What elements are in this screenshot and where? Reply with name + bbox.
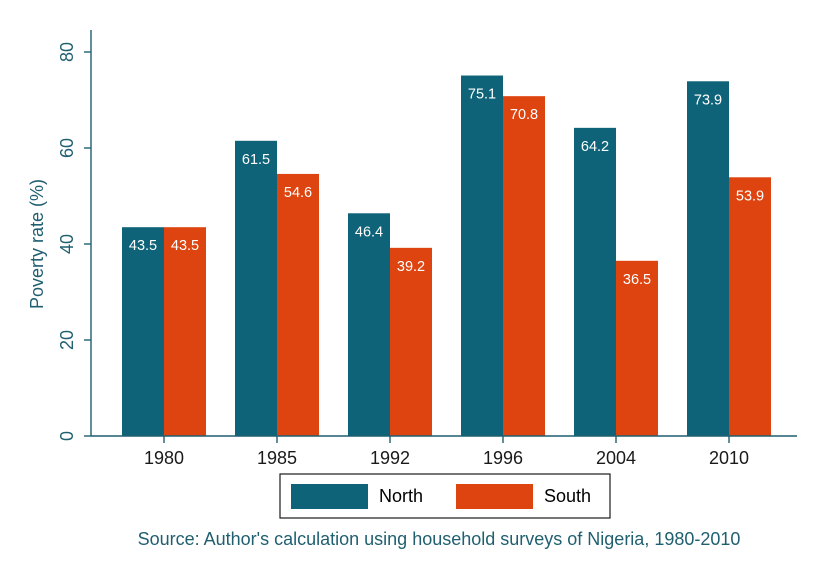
bar-north-1992: [348, 213, 390, 436]
y-tick-label: 20: [57, 330, 77, 350]
bar-north-1996: [461, 75, 503, 437]
x-tick-label: 1996: [483, 448, 523, 468]
x-tick-label: 1980: [144, 448, 184, 468]
bar-north-2004: [574, 127, 616, 436]
bar-south-2010: [729, 177, 771, 436]
bar-north-1980: [122, 227, 164, 436]
x-axis: 1980 1985 1992 1996 2004 2010: [91, 435, 797, 468]
y-axis-title: Poverty rate (%): [27, 179, 47, 309]
data-label-south-2004: 36.5: [623, 272, 651, 288]
legend-swatch-south: [456, 484, 533, 509]
bar-south-1996: [503, 96, 545, 436]
data-label-north-2010: 73.9: [694, 92, 722, 108]
legend: North South: [279, 473, 611, 519]
x-tick-label: 2004: [596, 448, 636, 468]
data-label-south-1992: 39.2: [397, 259, 425, 275]
data-label-north-2004: 64.2: [581, 139, 609, 155]
legend-swatch-north: [291, 484, 368, 509]
y-tick-label: 40: [57, 234, 77, 254]
legend-label-south: South: [544, 486, 591, 506]
bar-south-1985: [277, 173, 319, 437]
bar-north-1985: [235, 140, 277, 437]
plot-area: 43.5 43.5 61.5 54.6 46.4 39.2 75.1 70.8 64.2 36.5…: [122, 75, 771, 437]
data-label-south-1980: 43.5: [171, 238, 199, 254]
y-tick-label: 80: [57, 42, 77, 62]
y-tick-label: 0: [57, 431, 77, 441]
data-label-north-1996: 75.1: [468, 87, 496, 103]
y-axis: 0 20 40 60 80: [57, 30, 92, 441]
bar-north-2010: [687, 81, 729, 436]
bar-south-1992: [390, 247, 432, 436]
x-tick-label: 2010: [709, 448, 749, 468]
data-label-north-1992: 46.4: [355, 224, 383, 240]
y-tick-label: 60: [57, 138, 77, 158]
data-label-south-1996: 70.8: [510, 107, 538, 123]
data-label-south-2010: 53.9: [736, 188, 764, 204]
data-label-north-1985: 61.5: [242, 152, 270, 168]
bar-south-2004: [616, 260, 658, 436]
data-label-north-1980: 43.5: [129, 238, 157, 254]
data-label-south-1985: 54.6: [284, 185, 312, 201]
legend-label-north: North: [379, 486, 423, 506]
x-tick-label: 1992: [370, 448, 410, 468]
source-note: Source: Author's calculation using house…: [138, 529, 741, 549]
x-tick-label: 1985: [257, 448, 297, 468]
bar-south-1980: [164, 227, 206, 436]
